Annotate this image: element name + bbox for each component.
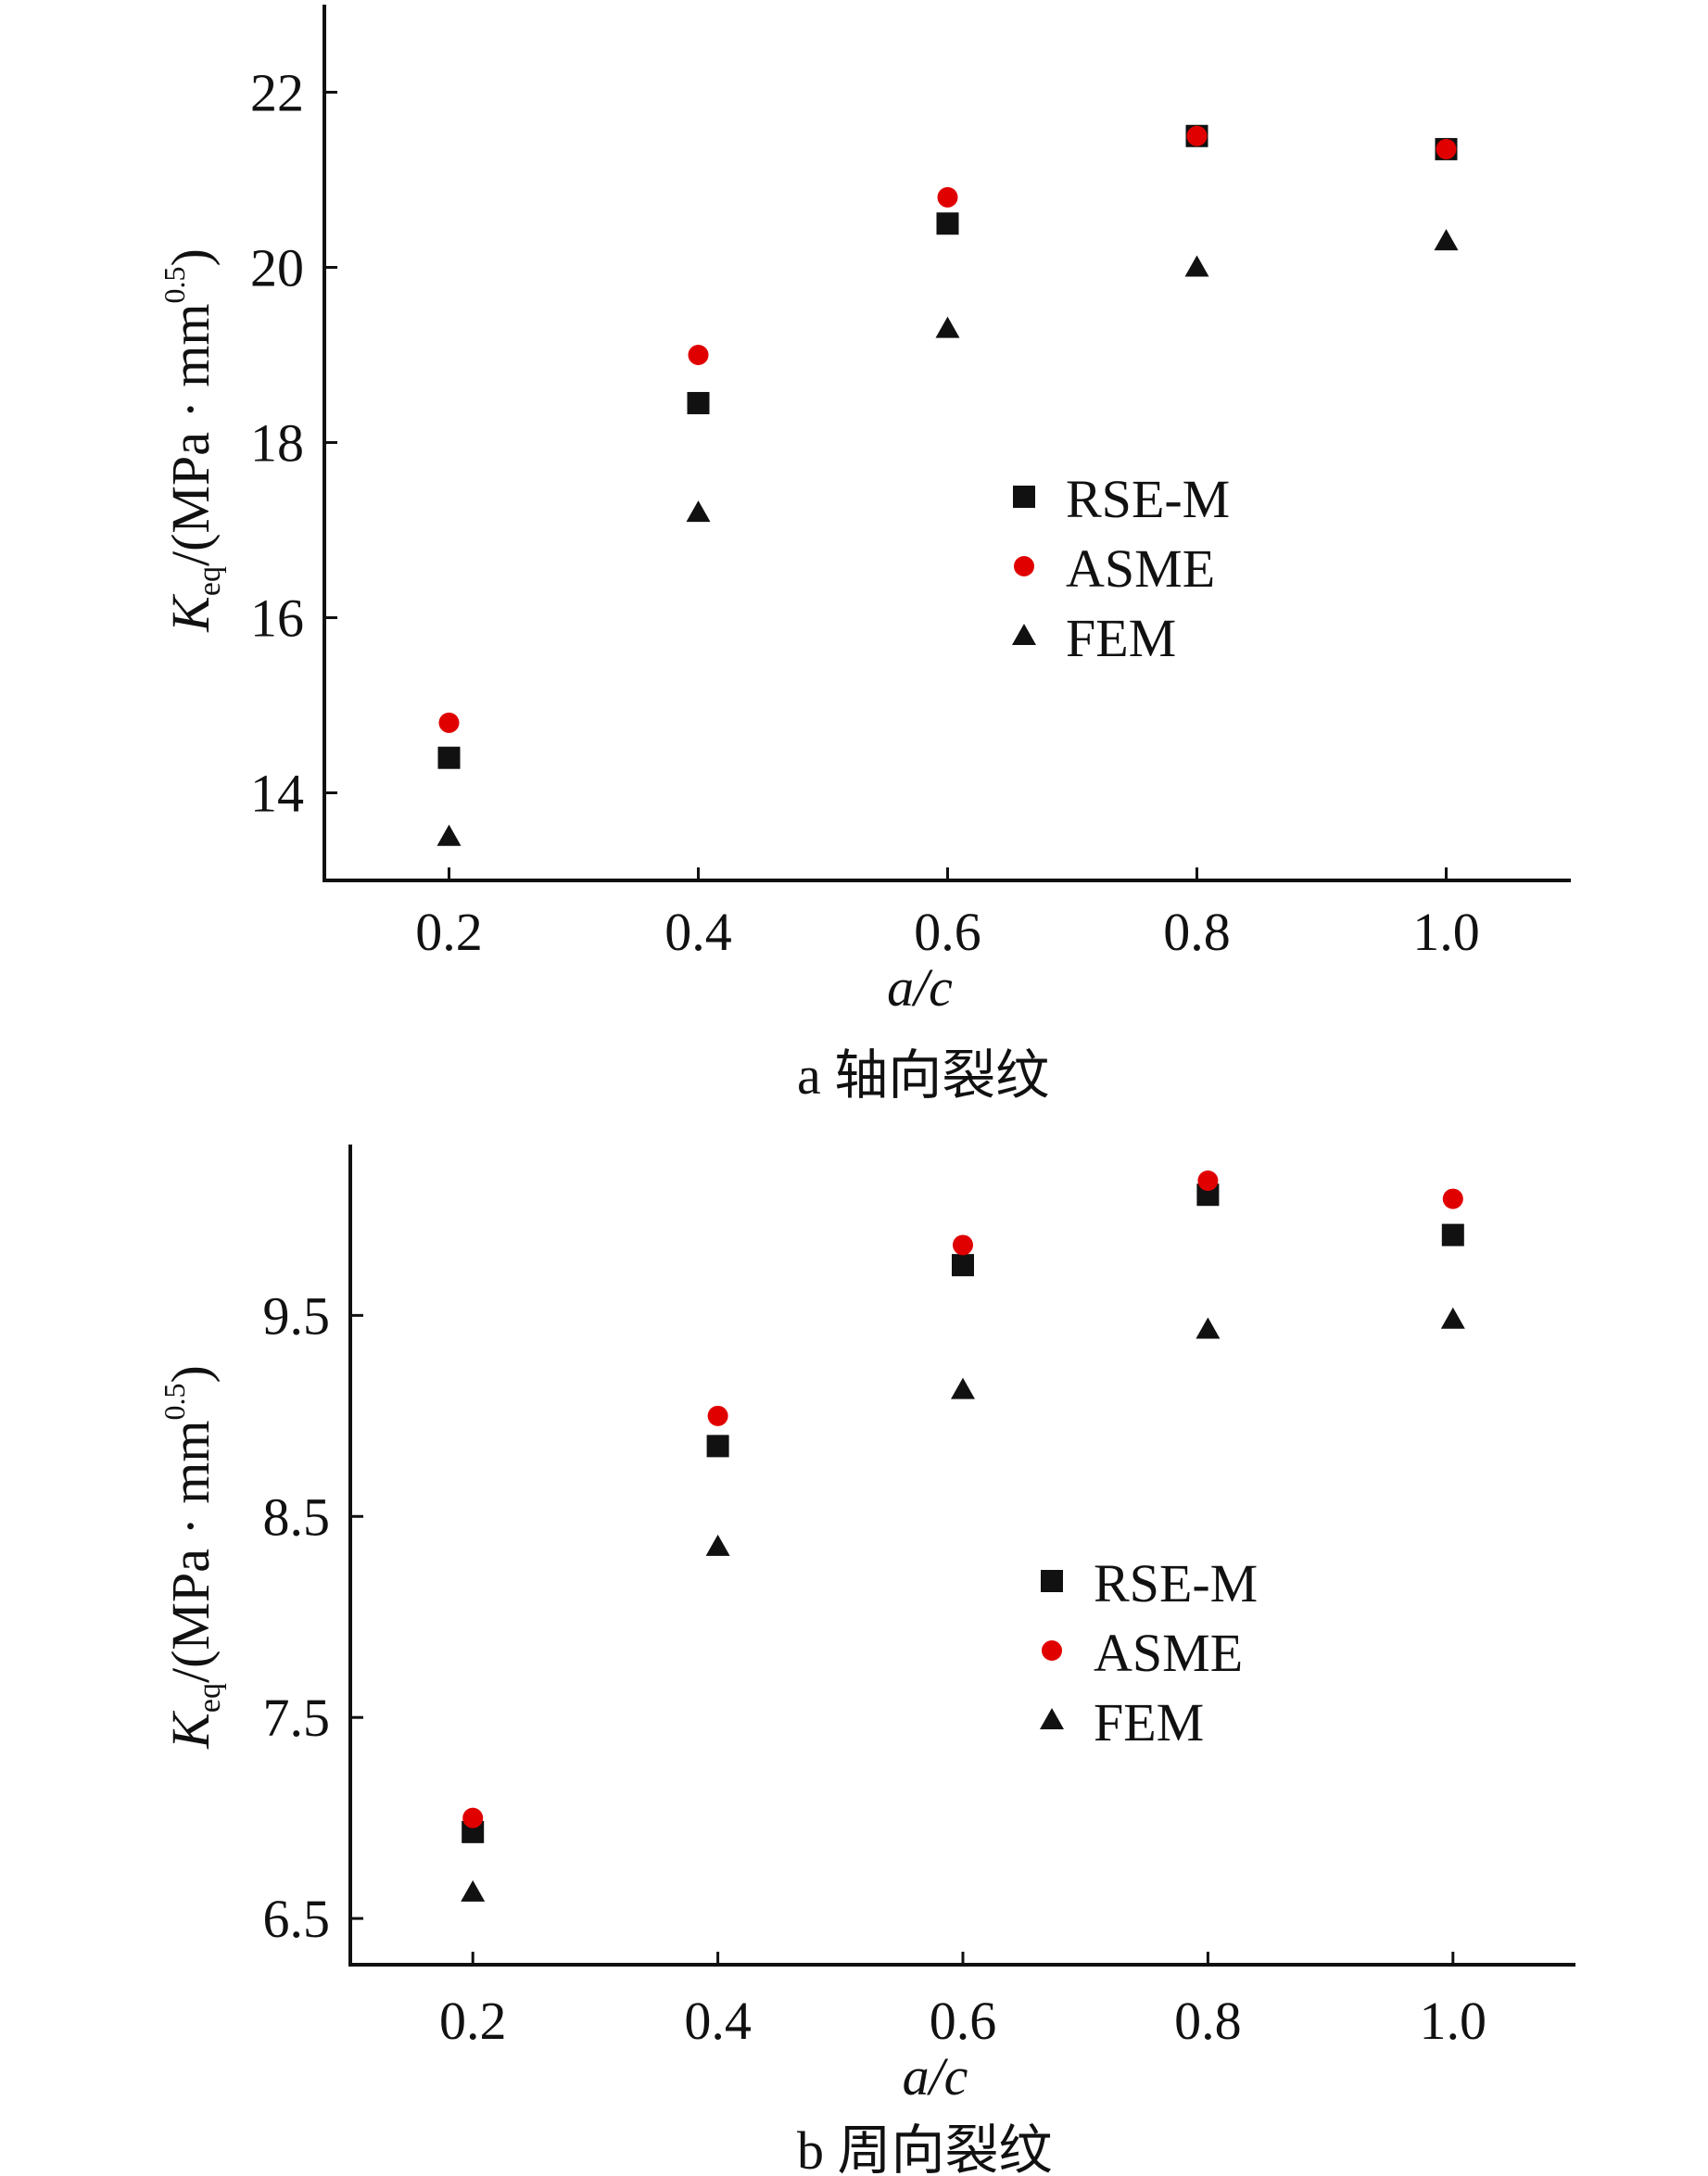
legend: RSE-M ASME FEM: [1012, 469, 1230, 668]
y-tick-label: 22: [250, 63, 304, 123]
x-tick-label: 1.0: [1412, 902, 1480, 962]
y-tick-label: 14: [250, 764, 304, 824]
y-tick-label: 7.5: [263, 1688, 331, 1748]
data-point-asme: [1186, 125, 1208, 146]
x-axis-label: a/c: [887, 957, 953, 1018]
y-tick-label: 18: [250, 413, 304, 474]
y-tick-label: 6.5: [263, 1889, 331, 1949]
data-point-rse-m: [706, 1435, 729, 1458]
x-tick-label: 0.8: [1174, 1991, 1242, 2051]
legend-label-asme: ASME: [1094, 1623, 1243, 1683]
x-tick-label: 0.4: [684, 1991, 752, 2051]
figure-caption: a 轴向裂纹: [797, 1045, 1049, 1106]
x-tick-label: 1.0: [1420, 1991, 1487, 2051]
data-point-fem: [1184, 255, 1209, 277]
legend-marker-fem: [1012, 624, 1036, 645]
data-point-asme: [1436, 138, 1457, 159]
legend-label-fem: FEM: [1066, 608, 1176, 668]
figure-caption: b 周向裂纹: [797, 2120, 1053, 2176]
legend-marker-asme: [1042, 1640, 1062, 1661]
x-axis-label: a/c: [903, 2046, 968, 2106]
data-point-fem: [951, 1377, 975, 1399]
data-point-fem: [461, 1879, 486, 1902]
data-point-asme: [953, 1234, 973, 1256]
data-point-rse-m: [1441, 1223, 1464, 1246]
legend-label-fem: FEM: [1094, 1692, 1204, 1752]
y-tick-label: 16: [250, 588, 304, 649]
data-point-asme: [438, 712, 460, 733]
y-tick-label: 20: [250, 238, 304, 298]
y-axis-label: Keq/(MPa · mm0.5): [158, 248, 227, 633]
legend-label-rse-m: RSE-M: [1094, 1553, 1258, 1613]
y-axis-label: Keq/(MPa · mm0.5): [158, 1365, 227, 1750]
data-point-rse-m: [437, 746, 461, 769]
data-point-fem: [935, 316, 960, 338]
data-point-fem: [436, 824, 462, 846]
x-tick-label: 0.8: [1163, 902, 1231, 962]
chart-a: 14 16 18 20 22 0.2 0.4 0.6 0.8 1.0 a/c Keq/(MPa · m…: [158, 5, 1571, 1106]
data-point-fem: [1196, 1317, 1221, 1339]
x-tick-label: 0.2: [415, 902, 483, 962]
legend-marker-rse-m: [1041, 1570, 1063, 1592]
legend-marker-fem: [1040, 1708, 1064, 1729]
legend-label-rse-m: RSE-M: [1066, 469, 1230, 529]
y-tick-label: 9.5: [263, 1285, 331, 1346]
legend-marker-asme: [1014, 556, 1034, 576]
data-point-rse-m: [936, 212, 959, 235]
data-point-fem: [705, 1534, 730, 1556]
y-tick-label: 8.5: [263, 1487, 331, 1547]
data-point-asme: [937, 186, 958, 208]
data-point-rse-m: [687, 391, 710, 414]
x-tick-label: 0.6: [914, 902, 981, 962]
data-point-asme: [688, 345, 709, 365]
legend-label-asme: ASME: [1066, 538, 1215, 599]
data-point-fem: [1434, 229, 1459, 251]
data-point-asme: [462, 1807, 484, 1828]
x-tick-label: 0.4: [664, 902, 732, 962]
data-point-asme: [707, 1405, 728, 1426]
chart-b: 6.5 7.5 8.5 9.5 0.2 0.4 0.6 0.8 1.0 a/c Keq/(MPa ·…: [158, 1145, 1575, 2176]
legend-marker-rse-m: [1013, 486, 1035, 508]
x-tick-label: 0.6: [930, 1991, 997, 2051]
legend: RSE-M ASME FEM: [1040, 1553, 1258, 1752]
data-point-fem: [1440, 1307, 1465, 1329]
data-point-asme: [1442, 1188, 1463, 1209]
x-tick-label: 0.2: [439, 1991, 507, 2051]
data-point-asme: [1197, 1170, 1219, 1192]
data-point-fem: [686, 500, 711, 523]
data-point-rse-m: [952, 1254, 974, 1277]
